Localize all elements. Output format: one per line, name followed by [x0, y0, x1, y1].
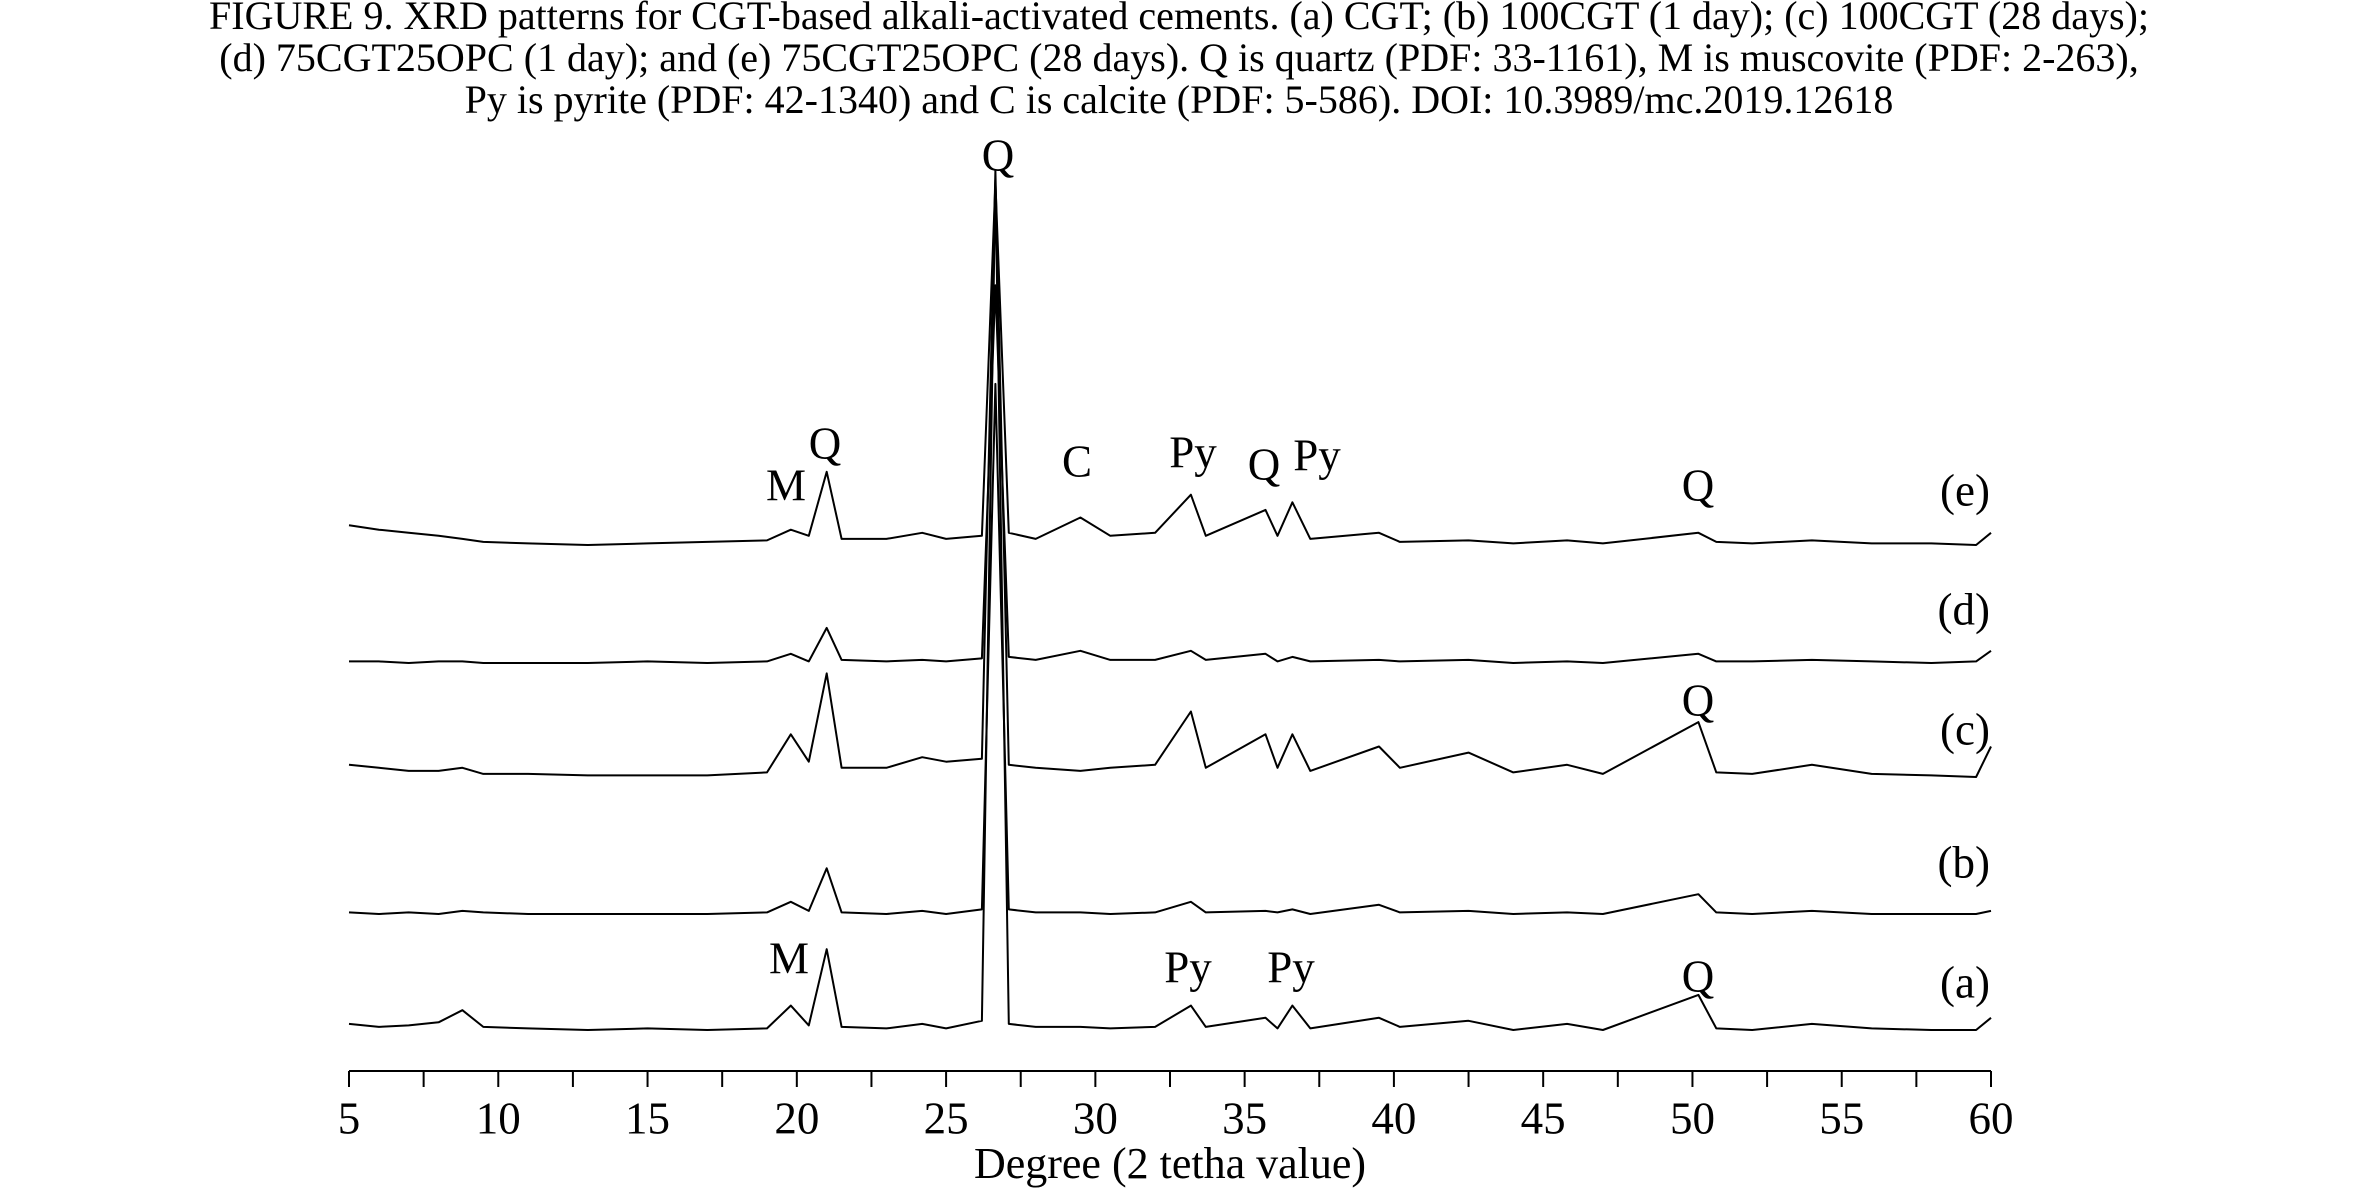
x-axis-label: Degree (2 tetha value) [974, 1139, 1366, 1188]
x-tick-label: 15 [625, 1093, 670, 1143]
xrd-pattern [349, 284, 1992, 664]
x-tick-label: 25 [924, 1093, 969, 1143]
x-tick-label: 10 [476, 1093, 521, 1143]
x-tick-label: 60 [1969, 1093, 2014, 1143]
peak-label: Py [1267, 942, 1315, 992]
series-label: (d) [1938, 584, 1990, 634]
series-label: (c) [1940, 704, 1990, 754]
peak-label: Q [809, 418, 842, 468]
peak-label: Q [1248, 439, 1281, 489]
xrd-pattern [348, 169, 1992, 778]
x-tick-label: 20 [774, 1093, 819, 1143]
peak-label: C [1062, 436, 1092, 486]
x-tick-label: 55 [1819, 1093, 1864, 1143]
title-line: Py is pyrite (PDF: 42-1340) and C is cal… [465, 77, 1894, 122]
xrd-pattern [348, 382, 1992, 915]
peak-label: Q [1682, 460, 1715, 510]
xrd-pattern [348, 179, 1992, 1031]
series-label: (b) [1938, 837, 1990, 887]
series-label: (e) [1940, 465, 1990, 515]
peak-label: Py [1164, 942, 1212, 992]
peak-label: Q [1682, 951, 1715, 1001]
xrd-pattern [348, 181, 1992, 546]
x-tick-label: 30 [1073, 1093, 1118, 1143]
peak-label: M [769, 933, 809, 983]
x-tick-label: 5 [338, 1093, 361, 1143]
x-tick-label: 45 [1521, 1093, 1566, 1143]
series-label: (a) [1940, 957, 1990, 1007]
title-line: (d) 75CGT25OPC (1 day); and (e) 75CGT25O… [219, 35, 2138, 80]
peak-label: Q [982, 130, 1015, 180]
title-line: FIGURE 9. XRD patterns for CGT-based alk… [209, 0, 2149, 38]
peak-label: Py [1169, 427, 1217, 477]
x-tick-label: 35 [1222, 1093, 1267, 1143]
peak-label: M [766, 460, 806, 510]
peak-label: Py [1293, 430, 1341, 480]
x-tick-label: 40 [1371, 1093, 1416, 1143]
peak-label: Q [1682, 675, 1715, 725]
x-tick-label: 50 [1670, 1093, 1715, 1143]
